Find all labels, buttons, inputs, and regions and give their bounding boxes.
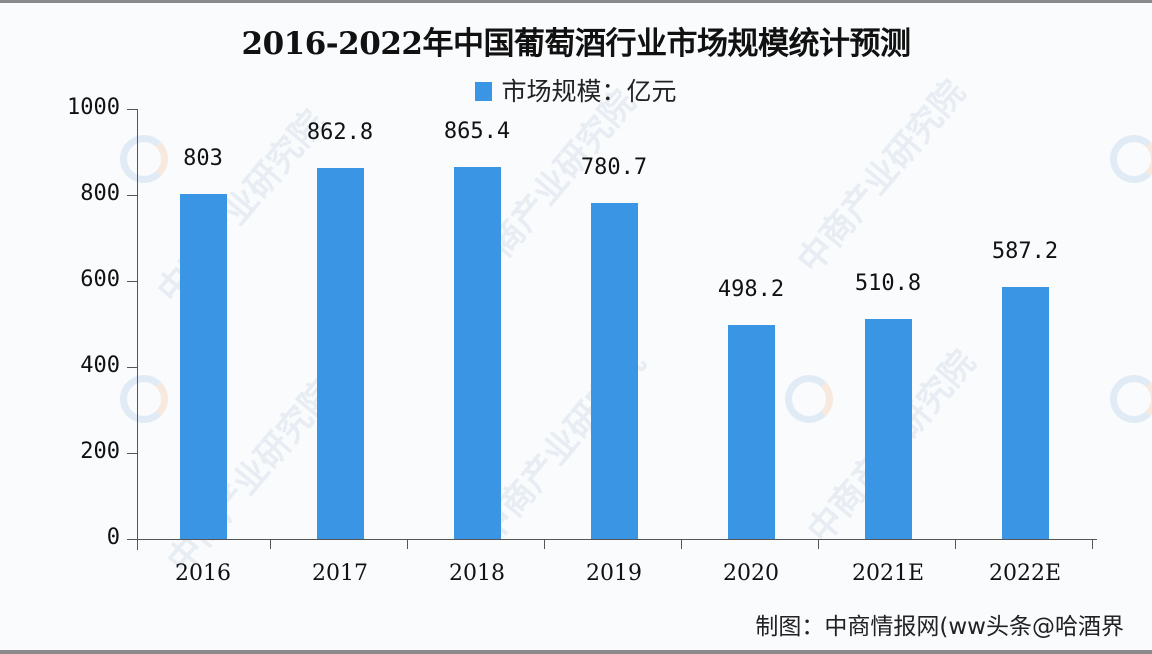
y-axis: [137, 109, 138, 550]
bar: [1001, 286, 1049, 539]
y-tick: [127, 539, 137, 540]
x-tick-label: 2018: [449, 561, 505, 586]
bar: [179, 193, 227, 539]
x-tick-label: 2017: [312, 561, 368, 586]
y-tick: [127, 195, 137, 196]
x-tick-label: 2020: [723, 561, 779, 586]
bottom-border: [0, 650, 1152, 654]
bar: [453, 166, 501, 539]
x-tick: [544, 539, 545, 549]
x-tick-label: 2019: [586, 561, 642, 586]
x-tick-label: 2022E: [988, 561, 1062, 586]
x-axis: [137, 539, 1097, 540]
y-tick: [127, 109, 137, 110]
legend-label: 市场规模：亿元: [501, 77, 677, 106]
value-label: 862.8: [306, 119, 374, 145]
x-tick: [818, 539, 819, 549]
x-tick-label: 2021E: [851, 561, 925, 586]
x-tick-label: 2016: [175, 561, 231, 586]
chart-title: 2016-2022年中国葡萄酒行业市场规模统计预测: [241, 26, 911, 62]
top-border: [0, 0, 1152, 3]
y-tick: [127, 281, 137, 282]
y-tick: [127, 453, 137, 454]
bar: [864, 319, 912, 539]
value-label: 803: [183, 145, 223, 171]
legend: 市场规模：亿元: [0, 72, 1152, 108]
x-tick: [955, 539, 956, 549]
y-tick-label: 400: [80, 353, 120, 378]
y-tick-label: 0: [106, 525, 120, 550]
source-credit: 制图：中商情报网(ww头条@哈酒界: [755, 614, 1124, 640]
y-tick-label: 600: [80, 267, 120, 292]
legend-swatch: [475, 82, 493, 101]
y-tick-label: 1000: [67, 95, 120, 120]
x-tick: [407, 539, 408, 549]
value-label: 865.4: [443, 118, 511, 144]
bar: [590, 203, 638, 539]
x-tick: [270, 539, 271, 549]
bar: [316, 167, 364, 539]
bar: [727, 324, 775, 539]
value-label: 510.8: [854, 271, 922, 297]
value-label: 587.2: [991, 238, 1059, 264]
y-tick-label: 800: [80, 181, 120, 206]
y-tick-label: 200: [80, 439, 120, 464]
x-tick: [1092, 539, 1093, 549]
y-tick: [127, 367, 137, 368]
value-label: 498.2: [717, 276, 785, 302]
x-tick: [681, 539, 682, 549]
value-label: 780.7: [580, 155, 648, 181]
